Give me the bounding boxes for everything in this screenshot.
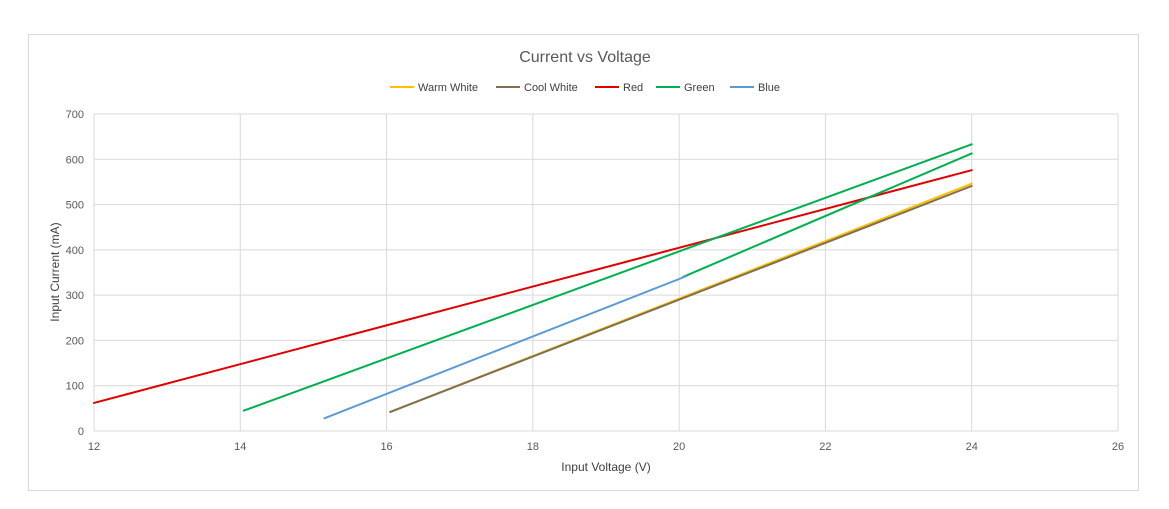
x-tick-label-6: 24 [966, 441, 978, 453]
legend-label-warm-white: Warm White [418, 82, 478, 94]
series-line-red-2 [93, 169, 973, 404]
x-tick-label-5: 22 [819, 441, 831, 453]
x-tick-label-2: 16 [380, 441, 392, 453]
y-tick-label-6: 600 [66, 154, 84, 166]
x-tick-labels: 12 14 16 18 20 22 24 26 [88, 441, 1124, 453]
chart-title: Current vs Voltage [519, 49, 651, 66]
x-tick-label-3: 18 [527, 441, 539, 453]
x-tick-label-0: 12 [88, 441, 100, 453]
series-line-green-4 [681, 152, 973, 279]
x-axis-label: Input Voltage (V) [561, 460, 650, 474]
y-axis-label: Input Current (mA) [48, 222, 62, 321]
legend: Warm White Cool White Red Green Blue [390, 82, 780, 94]
x-tick-label-7: 26 [1112, 441, 1124, 453]
series-lines [93, 143, 973, 420]
y-tick-label-7: 700 [66, 109, 84, 121]
legend-label-red: Red [623, 82, 643, 94]
series-line-cool-white-1 [389, 185, 973, 413]
legend-label-blue: Blue [758, 82, 780, 94]
y-tick-label-0: 0 [78, 426, 84, 438]
y-tick-label-1: 100 [66, 381, 84, 393]
legend-label-cool-white: Cool White [524, 82, 578, 94]
x-tick-label-4: 20 [673, 441, 685, 453]
y-tick-label-3: 300 [66, 290, 84, 302]
series-line-green-3 [242, 143, 973, 412]
x-tick-label-1: 14 [234, 441, 246, 453]
grid [93, 113, 1119, 432]
legend-label-green: Green [684, 82, 715, 94]
chart-frame [28, 34, 1139, 491]
y-tick-label-4: 400 [66, 245, 84, 257]
y-tick-label-5: 500 [66, 200, 84, 212]
y-tick-labels: 0 100 200 300 400 500 600 700 [66, 109, 84, 438]
y-tick-label-2: 200 [66, 335, 84, 347]
series-line-blue-5 [323, 275, 688, 420]
